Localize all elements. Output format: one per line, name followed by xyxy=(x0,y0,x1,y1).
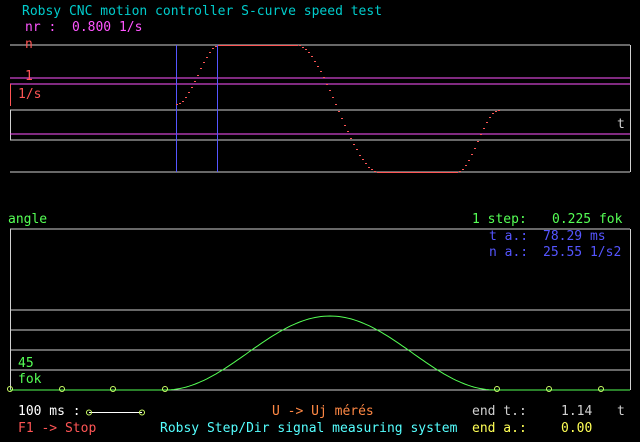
window-title: Robsy CNC motion controller S-curve spee… xyxy=(22,4,383,19)
end-time-value: 1.14 xyxy=(561,404,593,419)
angle-curve xyxy=(10,315,630,391)
one-label: 1 xyxy=(25,69,33,84)
system-name: Robsy Step/Dir signal measuring system xyxy=(160,421,458,436)
end-time-label: end t.: xyxy=(472,404,527,419)
scale-label: 100 ms : xyxy=(18,404,81,419)
end-time-unit: t xyxy=(617,404,625,419)
time-axis-label: t xyxy=(617,117,625,132)
speed-curve xyxy=(176,45,500,173)
time-marker xyxy=(598,386,604,392)
time-marker xyxy=(494,386,500,392)
speed-plot-frame xyxy=(10,44,631,173)
na-value: 25.55 1/s2 xyxy=(543,245,622,260)
new-measurement-hint[interactable]: U -> Uj mérés xyxy=(272,404,374,419)
step-label: 1 step: xyxy=(472,212,527,227)
end-angle-value: 0.00 xyxy=(561,421,593,436)
unit-label: 1/s xyxy=(18,87,42,102)
stop-hint[interactable]: F1 -> Stop xyxy=(18,421,97,436)
end-angle-label: end a.: xyxy=(472,421,527,436)
time-marker xyxy=(7,386,13,392)
ta-value: 78.29 ms xyxy=(543,229,606,244)
ta-label: t a.: xyxy=(489,229,529,244)
time-marker xyxy=(546,386,552,392)
step-value: 0.225 fok xyxy=(552,212,623,227)
nr-label: nr : xyxy=(25,20,57,35)
angle-plot-frame xyxy=(10,228,631,391)
angle-axis-label: angle xyxy=(8,212,48,227)
scale-bar xyxy=(86,409,145,416)
time-marker xyxy=(162,386,168,392)
degree-label: 45 xyxy=(18,356,34,371)
nr-value: 0.800 1/s xyxy=(72,20,143,35)
n-axis-label: n xyxy=(25,37,33,52)
time-markers xyxy=(7,386,604,392)
time-marker xyxy=(110,386,116,392)
na-label: n a.: xyxy=(489,245,529,260)
fok-label: fok xyxy=(18,372,42,387)
time-marker xyxy=(59,386,65,392)
